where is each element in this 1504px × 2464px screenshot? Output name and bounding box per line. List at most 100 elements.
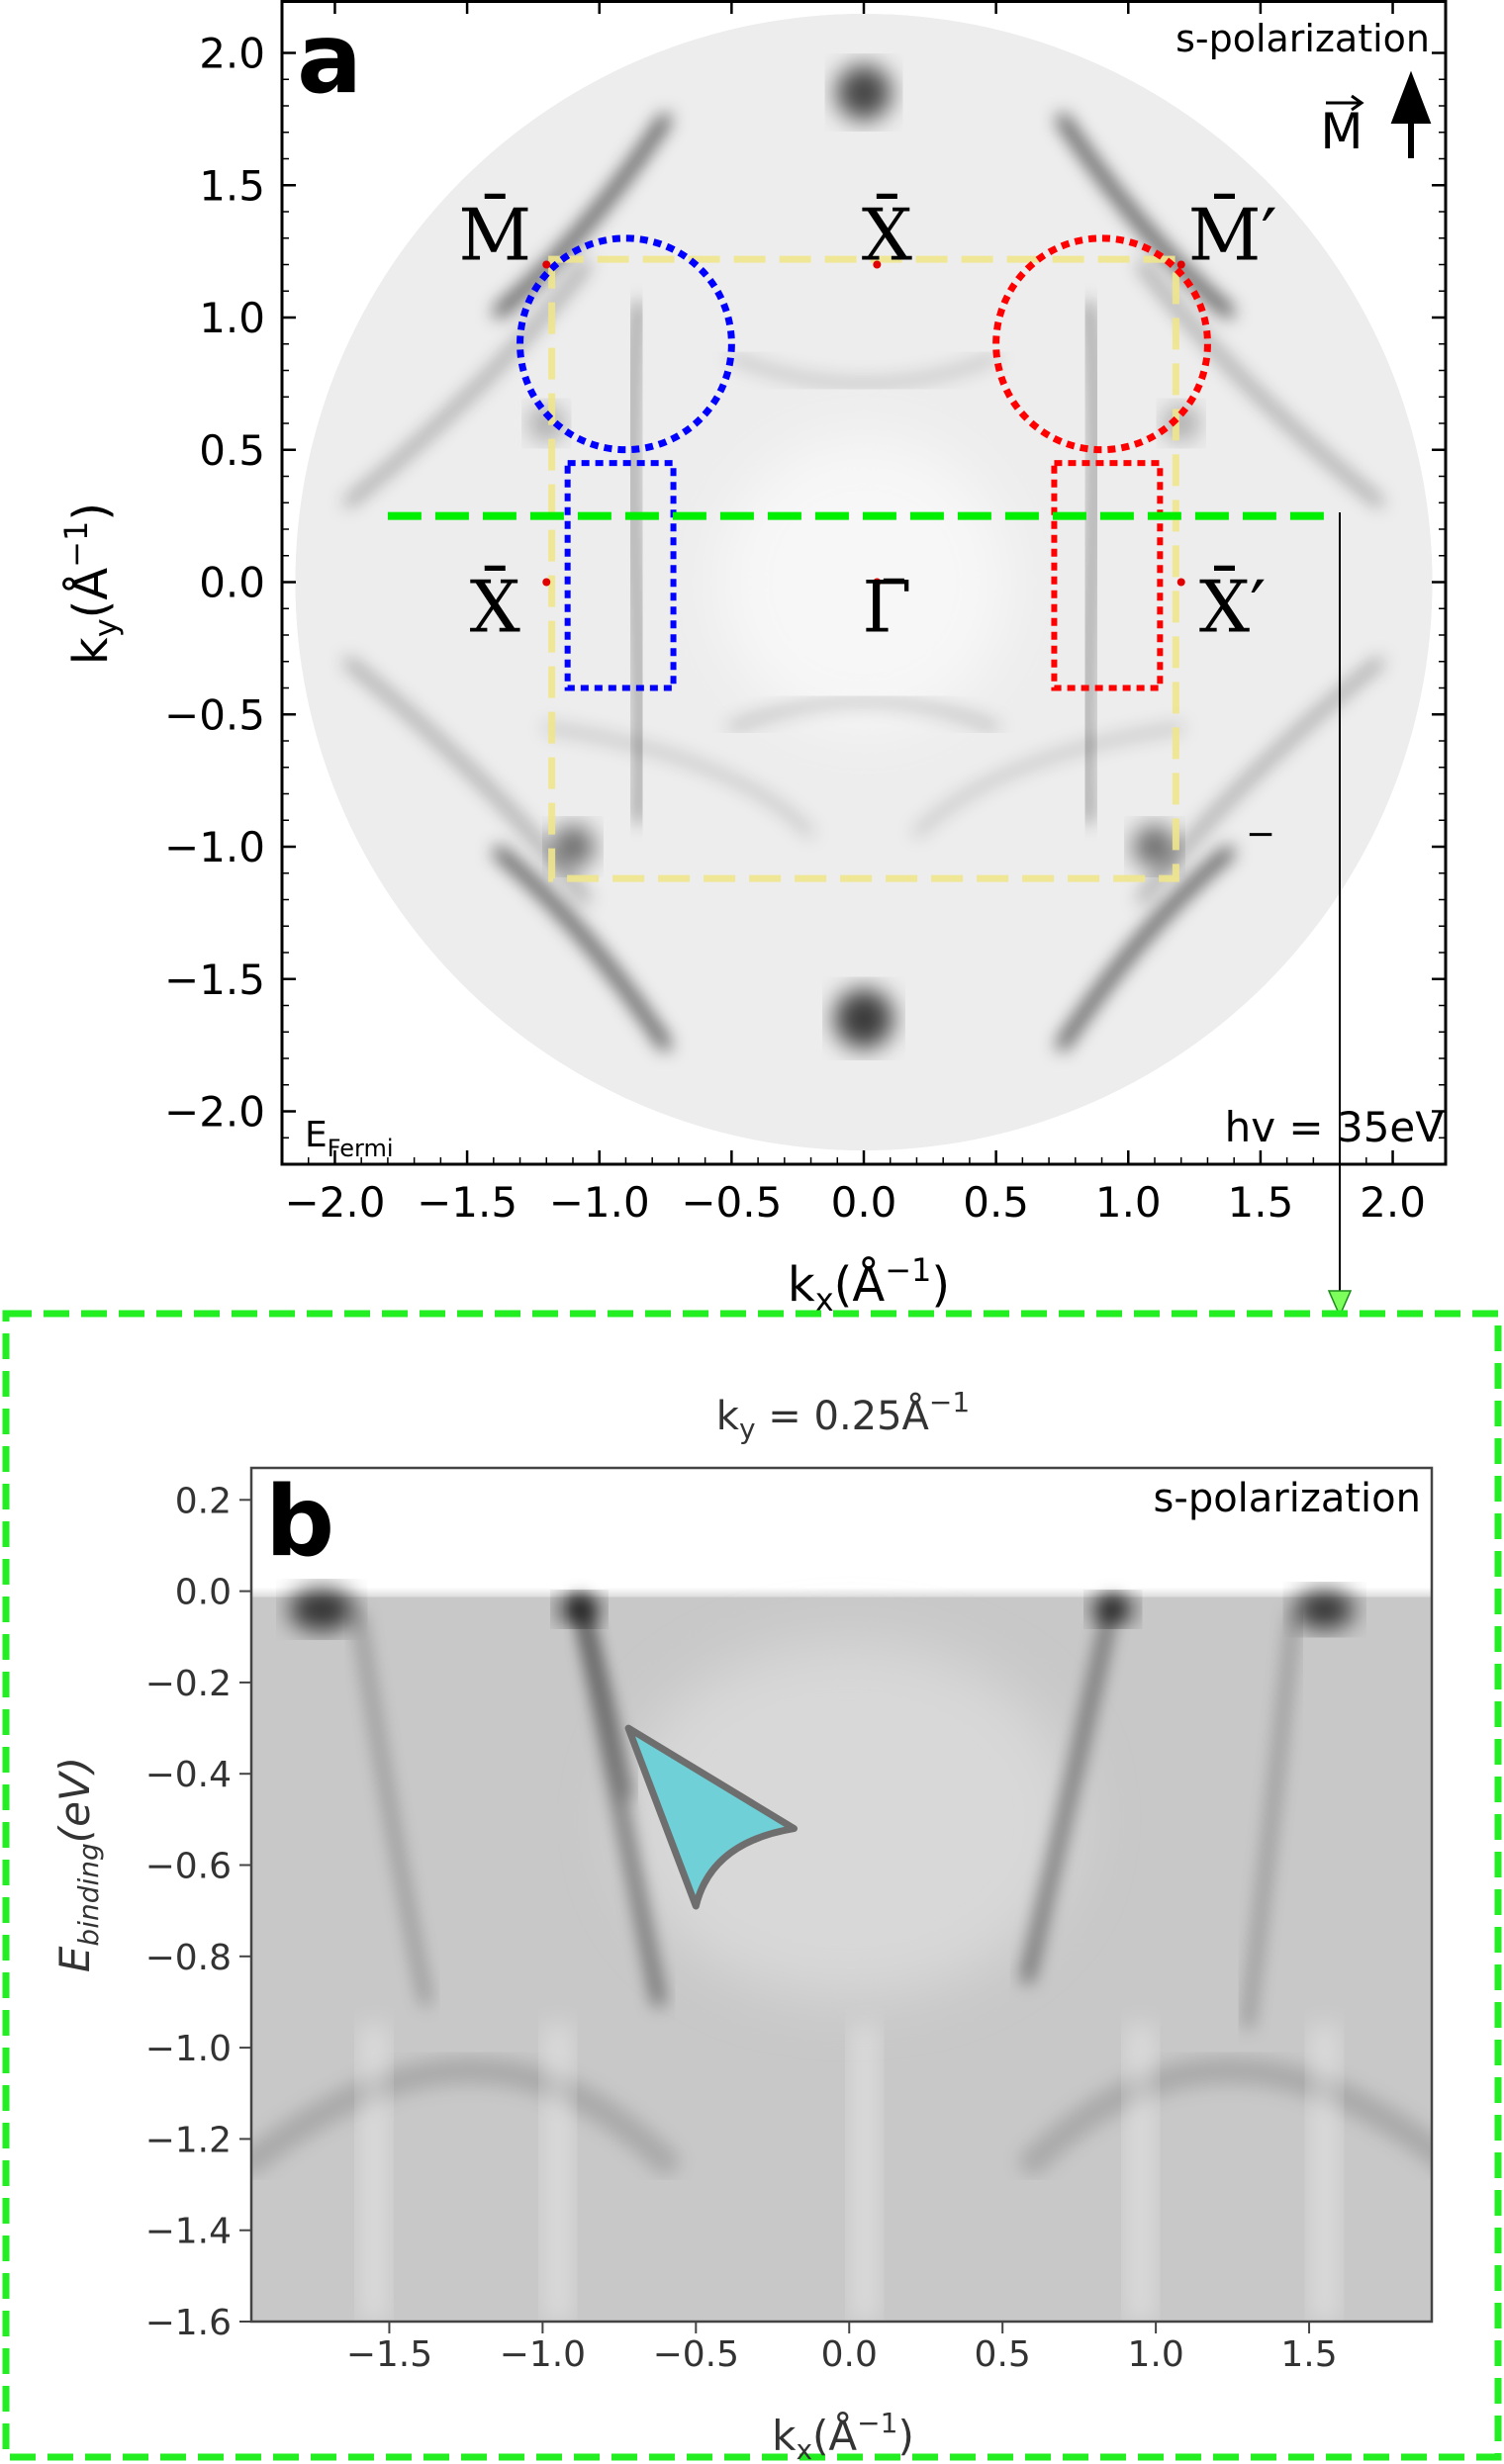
light-vertical-streak	[543, 2025, 572, 2322]
x-tick-label: 1.0	[1127, 2334, 1183, 2375]
panel-b-xlabel-close: )	[897, 2412, 913, 2460]
x-tick-label: −1.0	[549, 1178, 650, 1227]
high-symmetry-point-dot	[1176, 578, 1185, 587]
band-dispersion-intensity-map	[251, 1468, 1432, 2322]
y-tick-label: −2.0	[164, 1088, 265, 1137]
fermi-surface-band	[728, 697, 999, 731]
panel-a-overlays: M̄ X̄ M̄′ X̄ Γ̄ X̄′	[387, 192, 1327, 882]
light-vertical-streak	[850, 2025, 879, 2322]
panel-b-title: ky = 0.25Å−1	[716, 1386, 970, 1445]
fermi-surface-band	[494, 114, 671, 318]
light-vertical-streak	[1310, 2025, 1339, 2322]
y-tick-label: 1.5	[199, 161, 265, 210]
x-tick-label: −2.0	[284, 1178, 385, 1227]
intensity-spot	[1133, 825, 1176, 868]
x-tick-label: 0.5	[975, 2334, 1031, 2375]
y-tick-label: 0.0	[175, 1573, 232, 1613]
x-tick-label: 1.5	[1228, 1178, 1294, 1227]
highlight-circle	[517, 234, 735, 454]
background-glow	[621, 1641, 1078, 1998]
magnetization-direction-arrow-icon	[1390, 70, 1432, 158]
x-tick-label: −0.5	[653, 2334, 739, 2375]
x-tick-label: −1.0	[500, 2334, 586, 2375]
x-tick-label: −1.5	[346, 2334, 432, 2375]
y-tick-label: 1.0	[199, 294, 265, 342]
intensity-spot	[551, 825, 595, 868]
y-tick-label: 2.0	[199, 30, 265, 78]
photon-energy-label: hv = 35eV	[1225, 1103, 1445, 1151]
high-symmetry-point-dot	[873, 260, 882, 269]
fermi-crossing-spot	[1091, 1596, 1134, 1624]
panel-b-x-axis-label: kx(Å−1)	[772, 2407, 914, 2464]
high-symmetry-point-dot	[873, 578, 882, 587]
panel-a-minus-mark: −	[1246, 814, 1275, 855]
pointer-marker-icon	[624, 1724, 798, 1910]
panel-b-ylabel-sub: binding	[72, 1843, 105, 1946]
panel-a-ticks: −2.0 −1.5 −1.0 −0.5 0.0 0.5 1.0 1.5 2.02.01.51.0…	[164, 0, 1446, 1227]
high-symmetry-point-dot	[1176, 260, 1185, 269]
panel-a-xlabel-units: (Å	[834, 1256, 886, 1313]
intensity-spot	[528, 406, 565, 441]
fermi-surface-band	[1057, 114, 1234, 318]
panel-a-ylabel-main: k	[63, 637, 119, 665]
panel-a-letter: a	[297, 3, 362, 116]
fermi-surface-band	[344, 261, 590, 506]
panel-a-x-axis-label: kx(Å−1)	[788, 1251, 950, 1319]
y-tick-label: −1.2	[145, 2120, 232, 2160]
panel-b-ylabel-main: E	[50, 1946, 99, 1972]
high-symmetry-point-dot	[542, 260, 551, 269]
high-symmetry-point-label: Γ̄	[862, 566, 911, 649]
panel-a-y-axis-label: ky(Å−1)	[57, 502, 125, 665]
panel-b-title-main: k	[716, 1394, 740, 1439]
fermi-crossing-spot	[1294, 1590, 1355, 1630]
fermi-crossing-spot	[289, 1588, 355, 1632]
light-vertical-streak	[1126, 2025, 1155, 2322]
highlight-circle	[992, 234, 1211, 454]
band-dispersion	[1244, 1610, 1298, 2029]
x-tick-label: 1.0	[1095, 1178, 1162, 1227]
fermi-crossing-spot	[558, 1596, 601, 1624]
fermi-surface-band	[1057, 847, 1234, 1050]
panel-b-xlabel-main: k	[772, 2412, 797, 2460]
center-bright-area	[718, 436, 1009, 728]
panel-b-green-border	[2, 1310, 1502, 2461]
panel-a-ylabel-exp: −1	[57, 521, 95, 568]
intensity-spot	[836, 64, 892, 121]
x-tick-label: −1.5	[417, 1178, 517, 1227]
fermi-edge	[251, 1587, 1432, 1599]
panel-a-ylabel-close: )	[63, 502, 119, 521]
panel-b-title-exp: −1	[929, 1386, 970, 1418]
energy-label-sub: Fermi	[328, 1135, 394, 1162]
fermi-surface-band	[344, 658, 590, 903]
high-symmetry-point-label: M̄′	[1188, 192, 1277, 276]
panel-b-pointer-marker	[624, 1724, 798, 1910]
high-symmetry-point-label: X̄′	[1199, 564, 1267, 648]
y-tick-label: −1.0	[164, 823, 265, 871]
y-tick-label: 0.5	[199, 426, 265, 475]
y-tick-label: −0.4	[145, 1755, 232, 1795]
energy-label-main: E	[305, 1115, 328, 1155]
panel-b-band-dispersion: −1.5 −1.0 −0.5 0.0 0.5 1.0 1.5 0.2 0.0 −0.2 −0.4 −0…	[50, 1386, 1434, 2464]
y-tick-label: −1.4	[145, 2212, 232, 2252]
y-tick-label: −1.5	[164, 956, 265, 1004]
panel-a-xlabel-sub: x	[815, 1281, 834, 1319]
panel-b-y-axis-label: Ebinding(eV)	[50, 1757, 105, 1972]
high-symmetry-point-label: X̄	[470, 564, 520, 648]
panel-b-title-rest: = 0.25Å	[756, 1392, 930, 1439]
light-vertical-streak	[359, 2025, 388, 2322]
x-tick-label: 1.5	[1280, 2334, 1337, 2375]
y-tick-label: 0.0	[199, 559, 265, 607]
fermi-surface-band	[914, 725, 1184, 837]
panel-b-ticks: −1.5 −1.0 −0.5 0.0 0.5 1.0 1.5 0.2 0.0 −0.2 −0.4 −0…	[145, 1481, 1338, 2375]
fermi-surface-band	[1138, 658, 1383, 903]
fermi-surface-band	[494, 847, 671, 1050]
intensity-spot	[834, 988, 893, 1049]
y-tick-label: −1.6	[145, 2303, 232, 2343]
panel-b-polarization-label: s-polarization	[1154, 1476, 1421, 1521]
x-tick-label: 0.0	[821, 2334, 878, 2375]
panel-a-ylabel-units: (Å	[62, 568, 119, 619]
high-symmetry-point-dot	[542, 578, 551, 587]
panel-b-xlabel-units: (Å	[812, 2411, 857, 2460]
x-tick-label: 0.5	[963, 1178, 1029, 1227]
panel-a-ylabel-sub: y	[87, 618, 125, 637]
